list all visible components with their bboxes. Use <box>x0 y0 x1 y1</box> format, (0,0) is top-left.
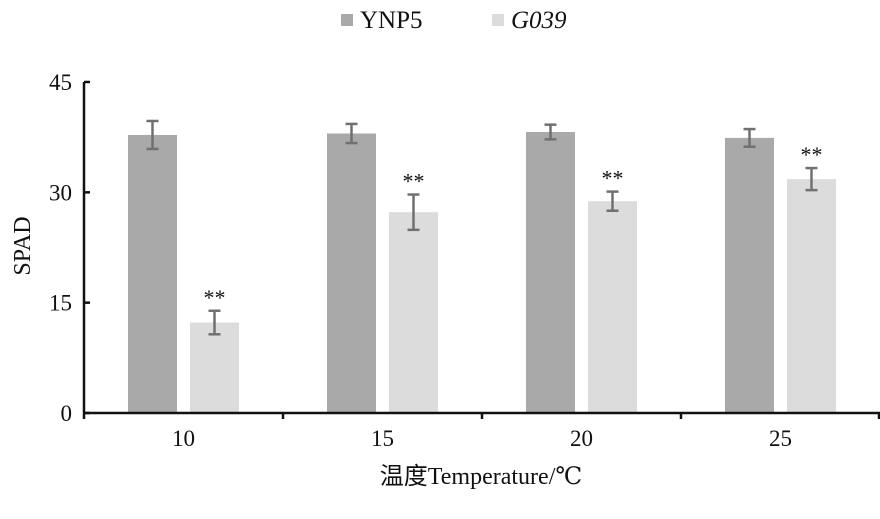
bar-ynp5-10 <box>128 134 177 413</box>
x-tick-label-15: 15 <box>371 426 394 451</box>
error-bar-g039-20 <box>606 190 619 212</box>
significance-layer: ** ** ** ** <box>204 142 823 310</box>
bar-g039-25 <box>787 179 836 413</box>
error-bar-g039-15 <box>407 193 420 232</box>
x-axis-title: 温度Temperature/℃ <box>380 463 582 490</box>
bar-g039-10 <box>190 322 239 413</box>
legend-label-g039: G039 <box>511 7 567 34</box>
bar-ynp5-15 <box>327 133 376 413</box>
bar-ynp5-25 <box>725 137 774 413</box>
y-axis-title: SPAD <box>10 216 36 275</box>
error-bar-ynp5-15 <box>345 122 358 145</box>
bar-g039-15 <box>389 212 438 413</box>
legend: YNP5 G039 <box>341 7 567 34</box>
x-tick-label-20: 20 <box>570 426 593 451</box>
y-tick-label-30: 30 <box>49 180 72 205</box>
error-bar-ynp5-20 <box>544 123 557 141</box>
x-tick-label-25: 25 <box>769 426 792 451</box>
x-tick-label-10: 10 <box>172 426 195 451</box>
legend-swatch-ynp5 <box>341 14 353 26</box>
bar-g039-20 <box>588 201 637 413</box>
axes-layer: 10 15 20 25 0 15 30 45 <box>49 70 880 451</box>
error-bar-g039-25 <box>805 166 818 192</box>
significance-mark-25: ** <box>801 142 823 167</box>
error-bars-layer <box>146 119 818 336</box>
error-bar-ynp5-10 <box>146 119 159 151</box>
significance-mark-20: ** <box>602 166 624 191</box>
significance-mark-15: ** <box>403 169 425 194</box>
bar-ynp5-20 <box>526 132 575 414</box>
bars-layer <box>128 132 836 414</box>
y-tick-label-15: 15 <box>49 291 72 316</box>
y-tick-label-45: 45 <box>49 70 72 95</box>
error-bar-ynp5-25 <box>743 127 756 148</box>
legend-swatch-g039 <box>492 14 504 26</box>
error-bar-g039-10 <box>208 309 221 336</box>
y-tick-label-0: 0 <box>61 401 73 426</box>
significance-mark-10: ** <box>204 285 226 310</box>
legend-label-ynp5: YNP5 <box>360 7 423 34</box>
